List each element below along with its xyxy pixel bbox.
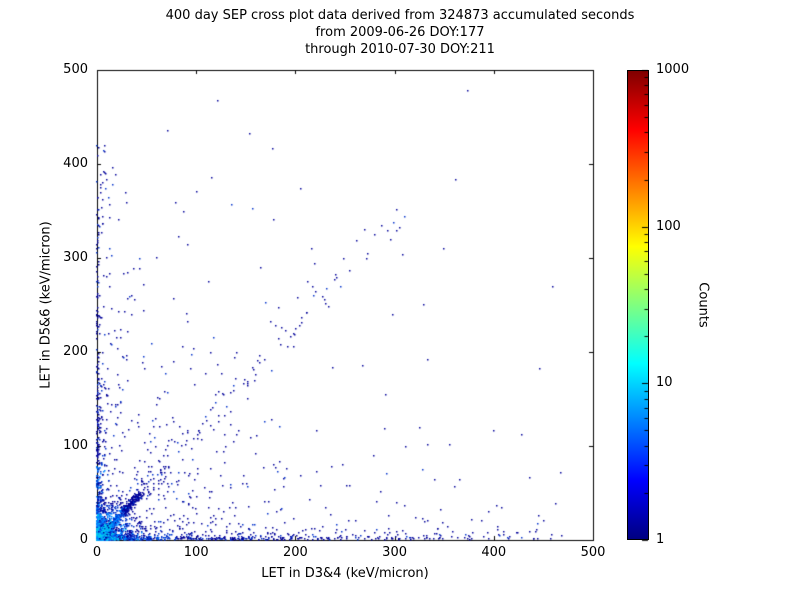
scatter-plot-canvas [0, 0, 800, 600]
